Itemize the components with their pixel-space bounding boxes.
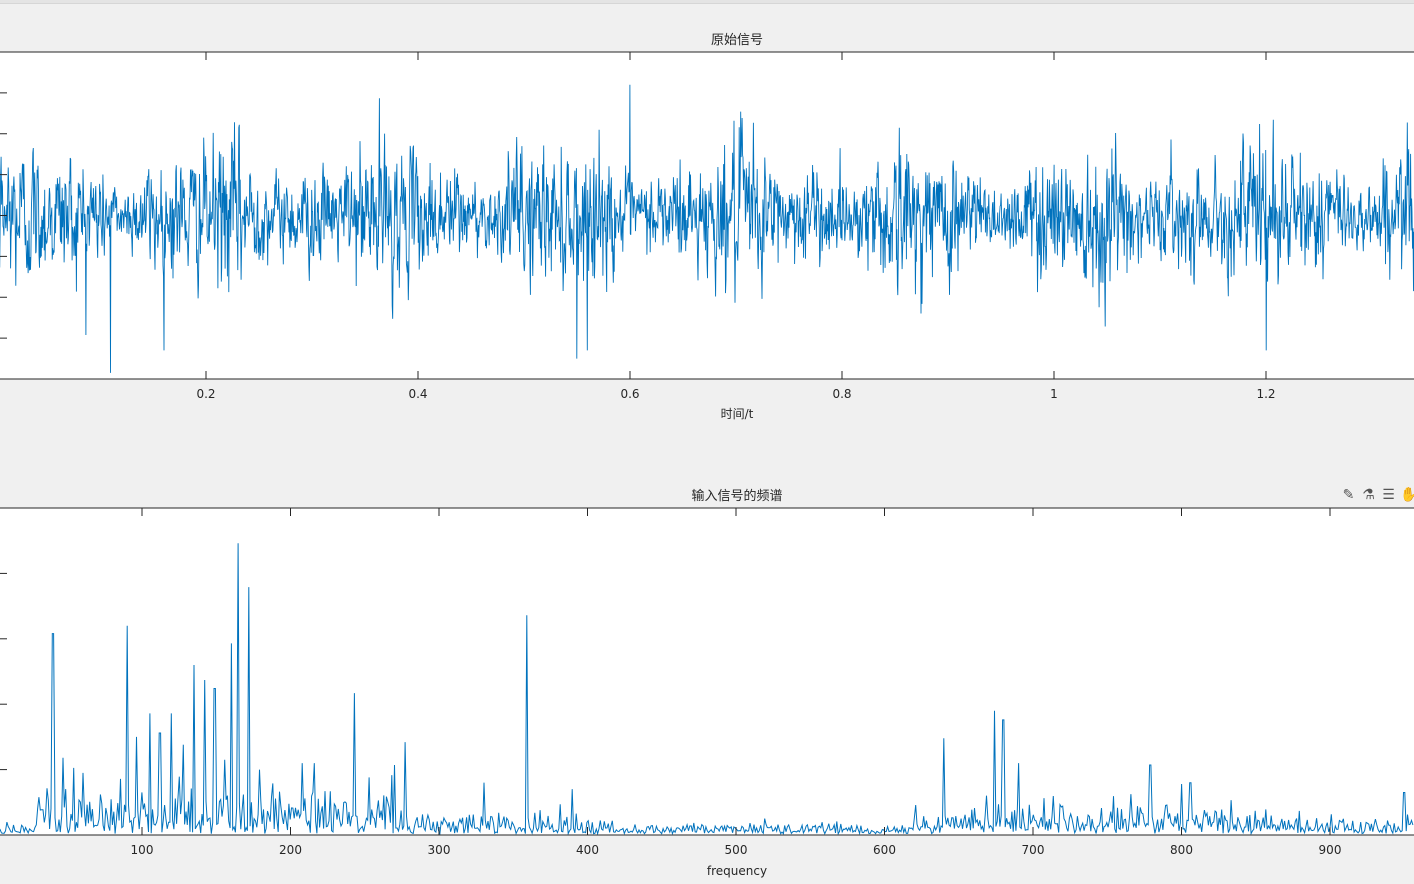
top-xtick-label: 0.4 — [408, 387, 427, 401]
top-xtick-label: 0.8 — [832, 387, 851, 401]
brush-icon[interactable]: ✎ — [1342, 487, 1355, 503]
top-xtick-label: 0.2 — [196, 387, 215, 401]
bottom-xlabel: frequency — [707, 864, 767, 878]
signal-line — [0, 84, 1414, 373]
spectrum-line — [0, 543, 1414, 836]
figure-top-border — [0, 0, 1414, 4]
top-xtick-label: 1.2 — [1256, 387, 1275, 401]
top-title: 原始信号 — [711, 33, 763, 48]
data-cursor-icon[interactable]: ⚗ — [1362, 487, 1375, 503]
bottom-xtick-label: 500 — [725, 843, 748, 857]
legend-toggle-icon[interactable]: ☰ — [1382, 487, 1395, 503]
bottom-xtick-label: 400 — [576, 843, 599, 857]
spectrum-plot: 100 200 300 400 500 600 700 800 900 — [0, 507, 1414, 857]
top-xtick-label: 0.6 — [620, 387, 639, 401]
bottom-xtick-label: 200 — [279, 843, 302, 857]
bottom-xtick-label: 800 — [1170, 843, 1193, 857]
pan-hand-icon[interactable]: ✋ — [1400, 487, 1414, 503]
bottom-axes-background — [0, 508, 1414, 835]
bottom-xtick-label: 900 — [1319, 843, 1342, 857]
top-signal-plot: 0.2 0.4 0.6 0.8 1 1.2 — [0, 51, 1414, 401]
top-xtick-label: 1 — [1050, 387, 1058, 401]
bottom-xtick-label: 700 — [1022, 843, 1045, 857]
bottom-xtick-label: 100 — [131, 843, 154, 857]
bottom-xtick-label: 300 — [428, 843, 451, 857]
bottom-title: 输入信号的频谱 — [691, 488, 782, 504]
bottom-xtick-label: 600 — [873, 843, 896, 857]
axes-toolbar: ✎ ⚗ ☰ ✋ — [1340, 486, 1414, 504]
top-xlabel: 时间/t — [721, 407, 754, 421]
